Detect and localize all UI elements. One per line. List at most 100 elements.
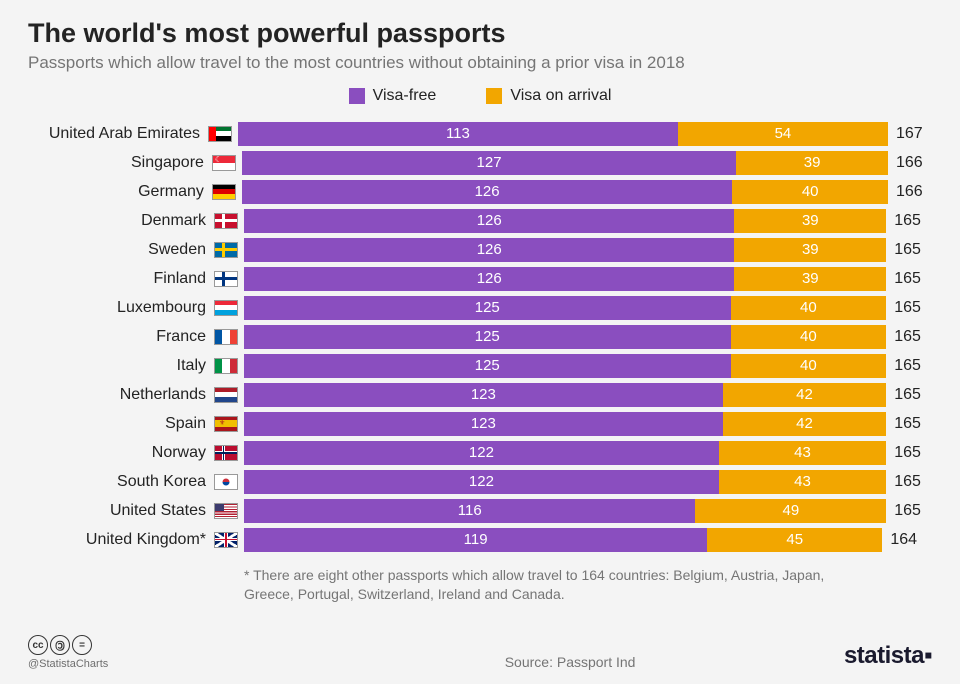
total-value: 165 <box>894 415 930 433</box>
statista-logo: statista▪ <box>844 642 932 670</box>
flag-icon <box>214 242 238 258</box>
total-value: 167 <box>896 125 932 143</box>
bar-visa-free: 123 <box>244 412 723 436</box>
bar-visa-free: 123 <box>244 383 723 407</box>
table-row: Sweden 12639165 <box>28 235 932 264</box>
twitter-handle: @StatistaCharts <box>28 658 108 670</box>
country-label: Luxembourg <box>28 299 214 317</box>
total-value: 165 <box>894 241 930 259</box>
chart-subtitle: Passports which allow travel to the most… <box>28 53 932 73</box>
country-label: Singapore <box>28 154 212 172</box>
chart-footnote: * There are eight other passports which … <box>244 566 844 604</box>
flag-icon <box>212 184 236 200</box>
total-value: 165 <box>894 328 930 346</box>
bar-visa-free: 126 <box>244 267 734 291</box>
country-label: Denmark <box>28 212 214 230</box>
flag-icon <box>208 126 232 142</box>
bar-visa-arrival: 39 <box>734 209 886 233</box>
flag-icon <box>214 358 238 374</box>
flag-icon: ☾ <box>212 155 236 171</box>
country-label: South Korea <box>28 473 214 491</box>
table-row: Italy12540165 <box>28 351 932 380</box>
bar-area: 11354167 <box>238 122 932 146</box>
legend-visa-arrival: Visa on arrival <box>486 87 611 105</box>
legend-swatch-arrival <box>486 88 502 104</box>
chart-container: The world's most powerful passports Pass… <box>0 0 960 684</box>
bar-area: 12342 165 <box>244 383 932 407</box>
bar-visa-arrival: 39 <box>734 267 886 291</box>
legend-label-free: Visa-free <box>373 87 437 105</box>
cc-icon: cc <box>28 635 48 655</box>
flag-icon <box>214 271 238 287</box>
flag-icon: ⚜ <box>214 416 238 432</box>
bar-area: 12540 165 <box>244 325 932 349</box>
country-label: France <box>28 328 214 346</box>
bar-visa-arrival: 40 <box>731 325 887 349</box>
bar-visa-arrival: 49 <box>695 499 886 523</box>
bar-chart: United Arab Emirates11354167Singapore☾12… <box>28 119 932 554</box>
country-label: Germany <box>28 183 212 201</box>
bar-visa-free: 126 <box>242 180 732 204</box>
total-value: 165 <box>894 212 930 230</box>
bar-visa-arrival: 42 <box>723 383 886 407</box>
total-value: 166 <box>896 154 932 172</box>
total-value: 165 <box>894 299 930 317</box>
bar-visa-arrival: 39 <box>736 151 888 175</box>
bar-visa-arrival: 54 <box>678 122 888 146</box>
total-value: 165 <box>894 444 930 462</box>
table-row: South Korea 12243165 <box>28 467 932 496</box>
table-row: United Arab Emirates11354167 <box>28 119 932 148</box>
bar-area: 11649 165 <box>244 499 932 523</box>
bar-visa-free: 126 <box>244 209 734 233</box>
table-row: Luxembourg 12540165 <box>28 293 932 322</box>
table-row: Netherlands 12342 165 <box>28 380 932 409</box>
country-label: United Kingdom* <box>28 531 214 549</box>
cc-by-icon: 🄯 <box>50 635 70 655</box>
bar-area: 11945164 <box>244 528 932 552</box>
bar-visa-arrival: 43 <box>719 441 886 465</box>
cc-nd-icon: = <box>72 635 92 655</box>
bar-visa-free: 125 <box>244 325 731 349</box>
legend-visa-free: Visa-free <box>349 87 437 105</box>
flag-icon <box>214 503 238 519</box>
table-row: Norway12243165 <box>28 438 932 467</box>
country-label: Sweden <box>28 241 214 259</box>
table-row: Singapore☾ 12739 166 <box>28 148 932 177</box>
bar-area: 12639 165 <box>244 267 932 291</box>
bar-visa-free: 125 <box>244 354 731 378</box>
total-value: 166 <box>896 183 932 201</box>
chart-title: The world's most powerful passports <box>28 18 932 49</box>
bar-visa-arrival: 40 <box>731 354 887 378</box>
total-value: 165 <box>894 473 930 491</box>
total-value: 165 <box>894 502 930 520</box>
bar-visa-arrival: 40 <box>732 180 888 204</box>
total-value: 165 <box>894 270 930 288</box>
total-value: 165 <box>894 386 930 404</box>
flag-icon <box>214 387 238 403</box>
bar-area: 12540165 <box>244 296 932 320</box>
bar-visa-free: 116 <box>244 499 695 523</box>
flag-icon <box>214 300 238 316</box>
legend-swatch-free <box>349 88 365 104</box>
bar-area: 12639165 <box>244 238 932 262</box>
country-label: Norway <box>28 444 214 462</box>
flag-icon <box>214 474 238 490</box>
bar-area: 12243165 <box>244 470 932 494</box>
country-label: United States <box>28 502 214 520</box>
footer-left: cc 🄯 = @StatistaCharts <box>28 635 108 670</box>
bar-area: 12342165 <box>244 412 932 436</box>
bar-visa-free: 125 <box>244 296 731 320</box>
country-label: Spain <box>28 415 214 433</box>
flag-icon <box>214 445 238 461</box>
cc-icons: cc 🄯 = <box>28 635 108 655</box>
country-label: Netherlands <box>28 386 214 404</box>
bar-visa-arrival: 45 <box>707 528 882 552</box>
bar-visa-free: 126 <box>244 238 734 262</box>
bar-area: 12639 165 <box>244 209 932 233</box>
bar-visa-free: 127 <box>242 151 736 175</box>
table-row: United States 11649 165 <box>28 496 932 525</box>
flag-icon <box>214 329 238 345</box>
chart-legend: Visa-free Visa on arrival <box>28 87 932 105</box>
bar-visa-free: 122 <box>244 470 719 494</box>
flag-icon <box>214 213 238 229</box>
